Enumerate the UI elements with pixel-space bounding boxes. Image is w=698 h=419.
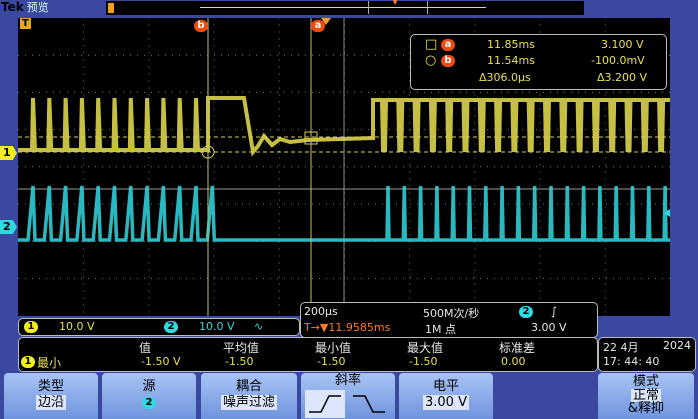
cursor-delta-time: Δ306.0µs xyxy=(479,71,531,84)
trigger-level-readout: 3.00 V xyxy=(531,321,567,334)
square-icon: □ xyxy=(425,37,438,52)
waveform-plot xyxy=(18,18,670,316)
cursor-b-marker[interactable]: b xyxy=(194,20,208,32)
ch1-waveform xyxy=(18,96,670,157)
channel-scale-bar: 1 10.0 V 2 10.0 V ∿ xyxy=(18,318,300,336)
sample-rate: 500M次/秒 xyxy=(423,307,480,320)
top-bar: Tek 预览 ▼ xyxy=(0,0,698,15)
date: 22 4月 xyxy=(603,341,639,354)
trigger-level-button[interactable]: 电平 3.00 V xyxy=(399,373,493,419)
circle-icon: ○ xyxy=(425,53,437,68)
header-mean: 平均值 xyxy=(223,341,260,355)
cursor-b-volt: -100.0mV xyxy=(591,54,645,67)
cursor-a-time: 11.85ms xyxy=(487,38,535,51)
ch1-scale: 10.0 V xyxy=(59,320,95,333)
ch2-ground-marker[interactable]: 2 xyxy=(0,220,17,234)
measurement-panel: 值 平均值 最小值 最大值 标准差 1 最小 -1.50 V -1.50 -1.… xyxy=(18,337,598,372)
ch2-badge[interactable]: 2 xyxy=(164,321,178,333)
datetime-display[interactable]: 22 4月 2024 17: 44: 40 xyxy=(598,337,696,372)
year: 2024 xyxy=(663,339,691,352)
trigger-mode-button[interactable]: 模式 正常 &释抑 xyxy=(598,373,694,419)
record-length: 1M 点 xyxy=(425,323,456,336)
rising-edge-option[interactable] xyxy=(305,390,345,418)
header-value: 值 xyxy=(139,341,152,355)
trigger-slope-button[interactable]: 斜率 xyxy=(301,373,395,419)
cursor-b-time: 11.54ms xyxy=(487,54,535,67)
trigger-position-marker[interactable]: T xyxy=(20,18,31,29)
waveform-display[interactable]: T b a □ a 11.85ms 3.100 V ○ b 11.54ms -1… xyxy=(18,18,670,316)
cursor-a-volt: 3.100 V xyxy=(601,38,644,51)
cursor-readout: □ a 11.85ms 3.100 V ○ b 11.54ms -100.0mV… xyxy=(410,34,667,90)
timebase-readout[interactable]: 200µs 500M次/秒 2 ∫ T→▼11.9585ms 1M 点 3.00… xyxy=(300,302,598,338)
falling-edge-option[interactable] xyxy=(349,390,389,418)
header-max: 最大值 xyxy=(407,341,444,355)
measurement-stddev: 0.00 xyxy=(501,355,526,368)
record-overview[interactable]: ▼ xyxy=(106,0,584,15)
measurement-max: -1.50 xyxy=(409,355,438,368)
ch2-scale: 10.0 V xyxy=(199,320,235,333)
measurement-name: 最小 xyxy=(37,356,62,370)
cursor-a-square xyxy=(304,131,318,145)
cursor-b-badge: b xyxy=(441,55,455,67)
trigger-level-marker xyxy=(664,209,670,217)
cursor-a-marker[interactable]: a xyxy=(311,20,325,32)
measurement-value: -1.50 V xyxy=(141,355,181,368)
cursor-a-badge: a xyxy=(441,39,455,51)
trigger-point-marker xyxy=(321,18,331,25)
bandwidth-limit-icon: ∿ xyxy=(254,320,264,333)
header-stddev: 标准差 xyxy=(499,341,536,355)
ch1-ground-marker[interactable]: 1 xyxy=(0,146,17,160)
trigger-type-button[interactable]: 类型 边沿 xyxy=(4,373,98,419)
brand-logo: Tek 预览 xyxy=(1,0,49,14)
time: 17: 44: 40 xyxy=(603,355,660,368)
trigger-position: T→▼11.9585ms xyxy=(304,321,391,334)
ch1-badge[interactable]: 1 xyxy=(24,321,38,333)
acquisition-mode: 预览 xyxy=(26,1,49,14)
trigger-source-badge: 2 xyxy=(519,306,533,318)
trigger-coupling-button[interactable]: 耦合 噪声过滤 xyxy=(201,373,297,419)
measurement-mean: -1.50 xyxy=(225,355,254,368)
horizontal-scale: 200µs xyxy=(304,305,338,318)
rising-slope-icon: ∫ xyxy=(551,305,557,318)
header-min: 最小值 xyxy=(315,341,352,355)
cursor-b-circle xyxy=(201,145,215,159)
measurement-source-badge: 1 xyxy=(21,356,35,368)
measurement-min: -1.50 xyxy=(317,355,346,368)
cursor-delta-volt: Δ3.200 V xyxy=(597,71,648,84)
ch2-waveform xyxy=(18,185,670,242)
